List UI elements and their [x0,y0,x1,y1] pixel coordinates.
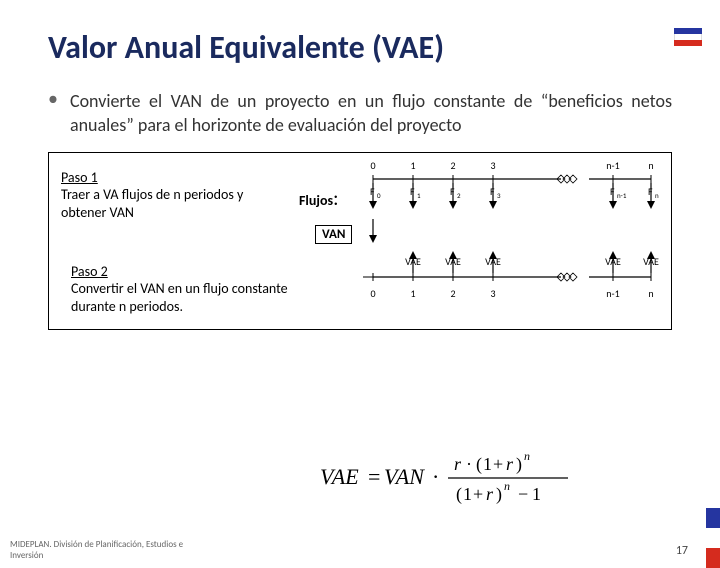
svg-text:n-1: n-1 [606,159,619,172]
svg-text:0: 0 [370,159,375,172]
page-title: Valor Anual Equivalente (VAE) [48,28,720,67]
paso2-head: Paso 2 [71,263,108,280]
svg-text:1: 1 [483,454,492,474]
svg-text:1: 1 [417,191,421,200]
flag-top [674,28,702,46]
formula: VAE = VAN · r · ( 1 + r ) n ( 1 + r ) n … [320,446,580,515]
svg-text:n: n [524,449,530,463]
bullet-main: • Convierte el VAN de un proyecto en un … [48,89,672,138]
formula-svg: VAE = VAN · r · ( 1 + r ) n ( 1 + r ) n … [320,446,580,510]
van-label: VAN [315,225,352,244]
paso2: Paso 2 Convertir el VAN en un flujo cons… [71,263,301,316]
flujos-label: Flujos: [299,187,338,211]
svg-text:F: F [648,185,653,198]
paso1-head: Paso 1 [61,169,98,186]
svg-text:r: r [454,454,462,474]
svg-text:n: n [655,191,659,200]
bullet-dot: • [48,89,58,138]
svg-text:n-1: n-1 [606,287,619,300]
page-number: 17 [676,544,688,558]
svg-text:(: ( [456,484,462,505]
svg-text:VAE: VAE [643,255,659,268]
svg-text:1: 1 [532,484,541,504]
svg-text:0: 0 [370,287,375,300]
svg-text:F: F [450,185,455,198]
svg-text:VAE: VAE [320,464,359,489]
flag-bottom [706,508,720,568]
paso1-body: Traer a VA flujos de n periodos y obtene… [61,186,243,221]
svg-text:n: n [504,479,510,493]
diagram-box: Paso 1 Traer a VA flujos de n periodos y… [48,152,672,330]
svg-text:): ) [516,454,522,475]
svg-text:n: n [648,159,653,172]
svg-text:VAE: VAE [485,255,501,268]
svg-text:VAE: VAE [605,255,621,268]
svg-text:F: F [410,185,415,198]
svg-text:VAE: VAE [445,255,461,268]
svg-text:n: n [648,287,653,300]
svg-text:·: · [466,454,472,474]
svg-text:F: F [610,185,615,198]
timeline-diagram: 0F01F12F23F3n-1Fn-1nFn 01VAE2VAE3VAEn-1V… [363,157,659,325]
svg-text:VAN: VAN [384,464,425,489]
svg-text:=: = [368,464,380,489]
svg-text:F: F [370,185,375,198]
svg-text:1: 1 [410,287,415,300]
bullet-text: Convierte el VAN de un proyecto en un fl… [70,89,672,138]
svg-text:3: 3 [490,159,495,172]
svg-text:r: r [486,484,494,504]
svg-text:3: 3 [490,287,495,300]
svg-text:1: 1 [410,159,415,172]
svg-text:2: 2 [457,191,461,200]
svg-text:1: 1 [463,484,472,504]
svg-text:+: + [493,454,503,474]
svg-text:0: 0 [377,191,381,200]
paso1: Paso 1 Traer a VA flujos de n periodos y… [61,169,251,222]
svg-text:+: + [473,484,483,504]
svg-text:r: r [506,454,514,474]
svg-text:VAE: VAE [405,255,421,268]
svg-text:−: − [518,484,528,504]
svg-text:F: F [490,185,495,198]
svg-text:n-1: n-1 [617,191,627,200]
footer-text: MIDEPLAN. División de Planificación, Est… [10,540,210,562]
svg-text:·: · [432,464,439,489]
svg-text:3: 3 [497,191,501,200]
svg-text:): ) [496,484,502,505]
svg-text:2: 2 [450,159,455,172]
svg-text:(: ( [476,454,482,475]
paso2-body: Convertir el VAN en un flujo constante d… [71,280,288,315]
timeline-svg: 0F01F12F23F3n-1Fn-1nFn 01VAE2VAE3VAEn-1V… [363,157,659,325]
svg-text:2: 2 [450,287,455,300]
